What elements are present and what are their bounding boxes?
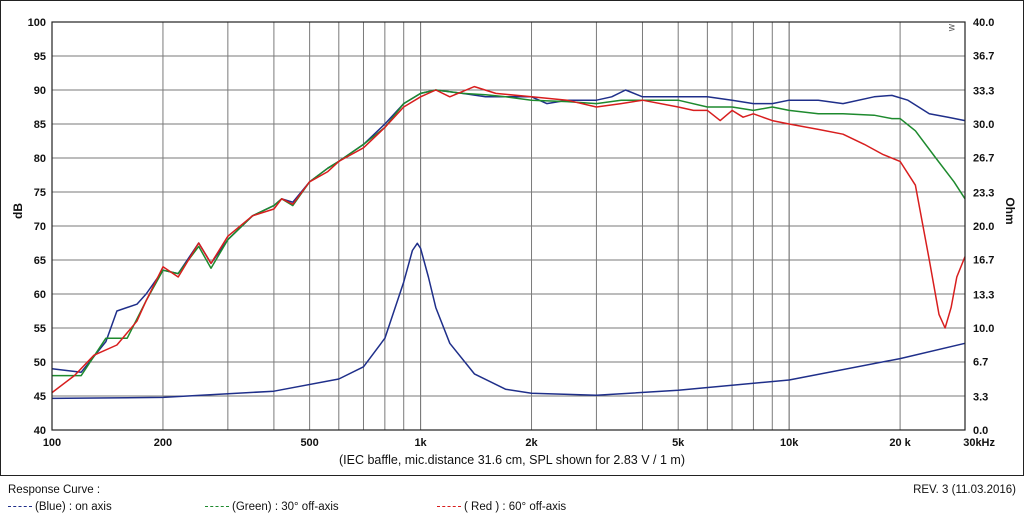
y2-tick-label: 20.0 [973,221,994,233]
y-tick-label: 80 [34,153,46,165]
chart-outer-frame [0,0,1024,476]
y2-tick-label: 23.3 [973,187,994,199]
y-tick-label: 100 [28,17,46,29]
series-line-1 [52,89,966,377]
series-line-2 [51,85,966,394]
x-tick-label: 100 [43,437,61,449]
y-tick-label: 45 [34,391,46,403]
y-axis-title: dB [11,203,25,219]
x-tick-label: 10k [780,437,799,449]
y2-tick-label: 0.0 [973,425,988,437]
y-tick-label: 75 [34,187,46,199]
y-tick-label: 90 [34,85,46,97]
plot-area-frame [51,21,966,431]
x-tick-label: 5k [672,437,685,449]
y-tick-label: 70 [34,221,46,233]
legend-item: (Green) : 30° off-axis [205,501,339,513]
y2-tick-label: 26.7 [973,153,994,165]
x-tick-label: 2k [525,437,538,449]
tick-labels: 100 95 90 85 80 75 70 65 60 55 50 45 40 40.0 36.7 33.3 3… [28,17,996,449]
y2-tick-label: 3.3 [973,391,988,403]
x-tick-label: 200 [154,437,172,449]
legend-swatch [205,506,229,508]
legend-item: (Blue) : on axis [8,501,112,513]
legend-swatch [8,506,32,508]
y2-tick-label: 13.3 [973,289,994,301]
series-line-3 [51,242,966,400]
response-curve-label: Response Curve : [8,484,101,496]
y2-tick-label: 6.7 [973,357,988,369]
x-tick-label: 500 [300,437,318,449]
measurement-logo-icon: ʍ [946,24,957,32]
y2-tick-label: 16.7 [973,255,994,267]
legend-label: (Green) : 30° off-axis [232,501,339,513]
y-tick-label: 85 [34,119,46,131]
y2-axis-title: Ohm [1003,197,1017,224]
y2-tick-label: 10.0 [973,323,994,335]
y2-tick-label: 30.0 [973,119,994,131]
y-tick-label: 60 [34,289,46,301]
y-tick-label: 95 [34,51,46,63]
svg-text:ʍ: ʍ [946,24,957,32]
legend-item: ( Red ) : 60° off-axis [437,501,566,513]
revision-label: REV. 3 (11.03.2016) [913,484,1016,496]
y-tick-label: 55 [34,323,46,335]
y2-tick-label: 36.7 [973,51,994,63]
x-tick-label: 1k [414,437,427,449]
y-tick-label: 40 [34,425,46,437]
y2-tick-label: 33.3 [973,85,994,97]
legend-swatch [437,506,461,508]
legend-label: (Blue) : on axis [35,501,112,513]
y2-tick-label: 40.0 [973,17,994,29]
series-layer [51,85,966,400]
y-tick-label: 50 [34,357,46,369]
chart-caption: (IEC baffle, mic.distance 31.6 cm, SPL s… [339,453,685,467]
x-tick-label: 20 k [889,437,911,449]
x-tick-label: 30kHz [963,437,995,449]
y-tick-label: 65 [34,255,46,267]
legend-label: ( Red ) : 60° off-axis [464,501,567,513]
